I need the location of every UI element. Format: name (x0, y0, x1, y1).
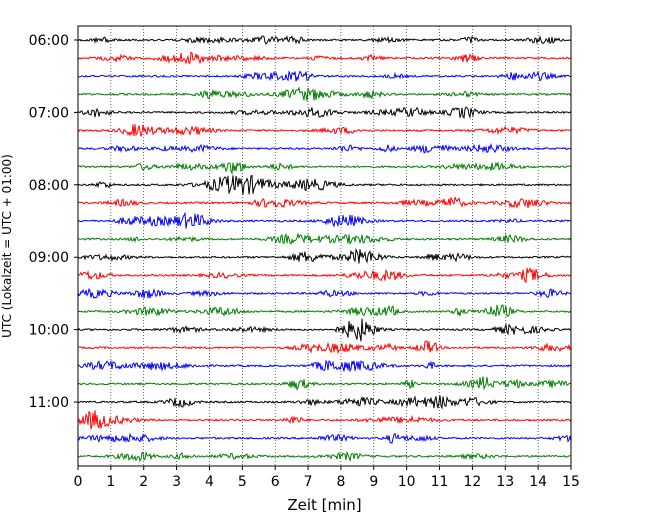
vertical-gridlines (110, 26, 539, 466)
trace-1100 (77, 395, 572, 410)
x-tick-label-5: 5 (238, 474, 247, 490)
trace-0845 (77, 232, 572, 245)
x-axis-ticks: 0 1 2 3 4 5 6 7 8 9 10 11 12 13 14 15 (74, 466, 580, 490)
trace-0700 (77, 106, 572, 120)
x-tick-label-10: 10 (398, 474, 416, 490)
plot-frame (77, 25, 572, 467)
trace-0830 (77, 211, 572, 229)
trace-0615 (77, 51, 572, 65)
x-tick-label-6: 6 (271, 474, 280, 490)
trace-1015 (77, 340, 572, 355)
trace-1030 (77, 359, 572, 373)
y-axis-label: UTC (Lokalzeit = UTC + 01:00) (0, 154, 14, 338)
x-tick-label-9: 9 (369, 474, 378, 490)
x-tick-label-3: 3 (172, 474, 181, 490)
trace-0930 (77, 287, 572, 299)
y-tick-label-11:00: 11:00 (29, 395, 69, 411)
x-tick-label-1: 1 (106, 474, 115, 490)
trace-0730 (77, 142, 572, 154)
x-tick-label-12: 12 (463, 474, 481, 490)
x-tick-label-7: 7 (304, 474, 313, 490)
trace-0715 (77, 124, 572, 137)
x-tick-label-13: 13 (496, 474, 514, 490)
y-tick-label-10:00: 10:00 (29, 323, 69, 339)
x-tick-label-0: 0 (74, 474, 83, 490)
x-axis-label: Zeit [min] (287, 496, 361, 514)
x-tick-label-15: 15 (562, 474, 580, 490)
x-tick-label-4: 4 (205, 474, 214, 490)
trace-1115 (77, 410, 572, 430)
trace-1145 (77, 450, 572, 463)
y-tick-label-06:00: 06:00 (29, 33, 69, 49)
trace-0945 (77, 304, 572, 318)
x-tick-label-11: 11 (431, 474, 449, 490)
x-tick-label-14: 14 (529, 474, 547, 490)
x-tick-label-8: 8 (336, 474, 345, 490)
trace-1130 (77, 432, 572, 444)
y-tick-label-08:00: 08:00 (29, 178, 69, 194)
trace-0800 (77, 174, 572, 195)
trace-0745 (77, 161, 572, 176)
trace-1000 (77, 318, 572, 342)
seismogram-traces (77, 35, 572, 463)
trace-0915 (77, 267, 572, 284)
trace-1045 (77, 376, 572, 391)
trace-0900 (77, 247, 572, 264)
trace-0600 (77, 35, 572, 45)
y-tick-label-09:00: 09:00 (29, 250, 69, 266)
y-axis-ticks: 06:00 07:00 08:00 09:00 10:00 11:00 (29, 33, 78, 411)
trace-0645 (77, 86, 572, 102)
trace-0815 (77, 196, 572, 209)
trace-0630 (77, 70, 572, 82)
x-tick-label-2: 2 (139, 474, 148, 490)
y-tick-label-07:00: 07:00 (29, 105, 69, 121)
